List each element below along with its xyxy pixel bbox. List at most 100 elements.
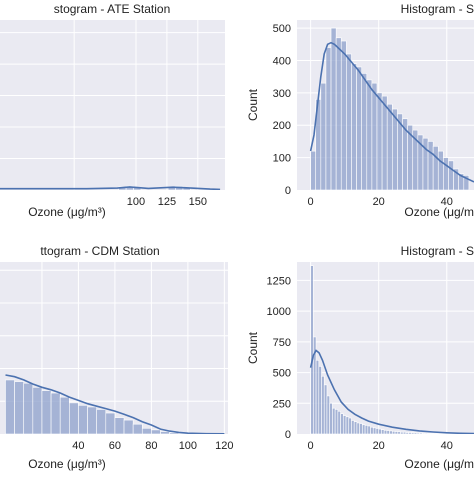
histogram-bar (403, 432, 406, 434)
histogram-bar (357, 67, 362, 190)
y-tick-label: 0 (285, 429, 291, 441)
histogram-bar (327, 396, 330, 434)
histogram-bar (336, 38, 341, 190)
histogram-bar (354, 422, 357, 434)
histogram-bar (97, 409, 106, 434)
y-tick-label: 1250 (267, 275, 291, 287)
histogram-bar (326, 48, 331, 190)
histogram-bar (400, 432, 403, 434)
histogram-bar (324, 385, 327, 434)
histogram-bar (406, 433, 409, 434)
histogram-bar (433, 146, 438, 190)
histogram-bar (362, 425, 365, 434)
panel-title: Histogram - S (401, 2, 474, 16)
histogram-bar (330, 403, 333, 434)
x-tick-label: 120 (215, 440, 233, 452)
histogram-bar (438, 151, 443, 190)
y-tick-label: 1000 (267, 306, 291, 318)
y-tick-label: 200 (273, 120, 291, 132)
x-tick-label: 100 (127, 196, 145, 208)
x-tick-label: 80 (145, 440, 157, 452)
x-tick-label: 0 (308, 440, 314, 452)
histogram-bar (425, 433, 428, 434)
histogram-bar (78, 405, 87, 434)
histogram-bar (384, 430, 387, 434)
y-axis-label: Count (246, 88, 260, 121)
histogram-bar (372, 83, 377, 190)
histogram-bar (5, 380, 14, 434)
histogram-bar (15, 382, 24, 434)
histogram-bar (398, 432, 401, 434)
histogram-bar (411, 433, 414, 434)
histogram-bar (414, 433, 417, 434)
histogram-bar (428, 433, 431, 434)
x-tick-label: 20 (373, 196, 385, 208)
panel-title: stogram - ATE Station (54, 2, 171, 16)
histogram-bar (51, 393, 60, 434)
histogram-bar (151, 430, 160, 434)
histogram-bar (332, 408, 335, 434)
y-tick-label: 500 (273, 23, 291, 35)
panel-title: Histogram - S (401, 244, 474, 258)
histogram-bar (448, 161, 453, 190)
x-axis-label: Ozone (μg/m³) (28, 457, 106, 471)
histogram-bar (443, 158, 448, 190)
histogram-bar (321, 83, 326, 190)
histogram-bar (69, 403, 78, 434)
histogram-bar (316, 360, 319, 434)
histogram-bar (392, 109, 397, 190)
histogram-bar (311, 151, 316, 190)
histogram-bar (33, 387, 42, 434)
histogram-bar (357, 423, 360, 434)
histogram-bar (335, 409, 338, 434)
histogram-bar (428, 141, 433, 190)
x-tick-label: 60 (109, 440, 121, 452)
histogram-bar (343, 416, 346, 434)
histogram-bar (420, 433, 423, 434)
histogram-bar (371, 427, 374, 434)
histogram-bar (124, 420, 133, 434)
histogram-bar (417, 433, 420, 434)
histogram-bar (379, 429, 382, 434)
plot-area (0, 20, 225, 190)
histogram-bar (367, 80, 372, 190)
y-tick-label: 250 (273, 398, 291, 410)
histogram-bar (341, 41, 346, 190)
histogram-bar (311, 266, 314, 434)
histogram-bar (395, 432, 398, 434)
histogram-bar (409, 433, 412, 434)
y-tick-label: 500 (273, 368, 291, 380)
histogram-bar (422, 433, 425, 434)
y-tick-label: 100 (273, 153, 291, 165)
histogram-bar (322, 376, 325, 434)
histogram-bar (24, 383, 33, 434)
histogram-bar (392, 431, 395, 434)
x-axis-label: Ozone (μg/m (404, 457, 474, 471)
histogram-bar (349, 418, 352, 434)
histogram-bar (42, 391, 51, 434)
histogram-bar (381, 430, 384, 434)
histogram-bar (161, 432, 170, 434)
histogram-bar (390, 431, 393, 434)
y-tick-label: 300 (273, 88, 291, 100)
histogram-bar (368, 426, 371, 434)
x-tick-label: 150 (189, 196, 207, 208)
histogram-bar (346, 417, 349, 434)
histogram-bar (430, 433, 433, 434)
x-tick-label: 0 (308, 196, 314, 208)
x-tick-label: 20 (373, 440, 385, 452)
x-axis-label: Ozone (μg/m³) (28, 205, 106, 219)
histogram-bar (338, 411, 341, 434)
histogram-bar (346, 54, 351, 190)
histogram-bar (60, 397, 69, 434)
histogram-bar (88, 407, 97, 434)
y-axis-label: Count (246, 331, 260, 364)
histogram-bar (377, 93, 382, 190)
histogram-bar (387, 104, 392, 190)
histogram-bar (133, 424, 142, 434)
histogram-bar (387, 431, 390, 434)
x-tick-label: 100 (179, 440, 197, 452)
histogram-bar (360, 424, 363, 434)
